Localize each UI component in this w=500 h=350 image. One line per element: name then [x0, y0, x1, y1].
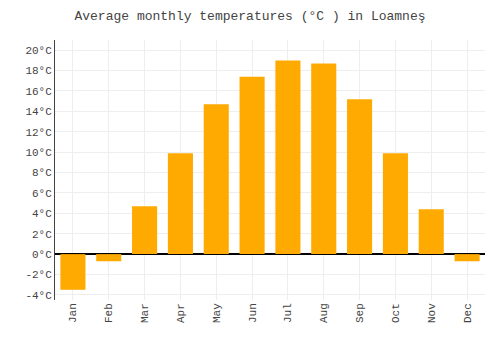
- svg-text:Nov: Nov: [426, 303, 438, 323]
- svg-text:-4°C: -4°C: [25, 290, 52, 302]
- svg-text:Oct: Oct: [390, 303, 402, 323]
- svg-text:8°C: 8°C: [32, 167, 52, 179]
- svg-text:18°C: 18°C: [25, 65, 52, 77]
- svg-text:Jul: Jul: [282, 303, 294, 323]
- svg-text:Apr: Apr: [175, 303, 187, 323]
- svg-text:16°C: 16°C: [25, 86, 52, 98]
- svg-text:Sep: Sep: [354, 303, 366, 323]
- svg-text:Jun: Jun: [247, 303, 259, 323]
- svg-text:20°C: 20°C: [25, 45, 52, 57]
- svg-text:14°C: 14°C: [25, 106, 52, 118]
- svg-text:10°C: 10°C: [25, 147, 52, 159]
- svg-text:Aug: Aug: [318, 303, 330, 323]
- svg-text:2°C: 2°C: [32, 229, 52, 241]
- svg-text:Jan: Jan: [67, 303, 79, 323]
- svg-text:4°C: 4°C: [32, 208, 52, 220]
- svg-text:Mar: Mar: [139, 303, 151, 323]
- svg-text:-2°C: -2°C: [25, 269, 52, 281]
- svg-text:May: May: [211, 303, 223, 323]
- svg-text:6°C: 6°C: [32, 188, 52, 200]
- svg-text:Feb: Feb: [103, 303, 115, 323]
- svg-text:0°C: 0°C: [32, 249, 52, 261]
- svg-text:12°C: 12°C: [25, 127, 52, 139]
- svg-text:Average monthly temperatures (: Average monthly temperatures (°C ) in Lo…: [74, 9, 425, 24]
- svg-text:Dec: Dec: [462, 303, 474, 323]
